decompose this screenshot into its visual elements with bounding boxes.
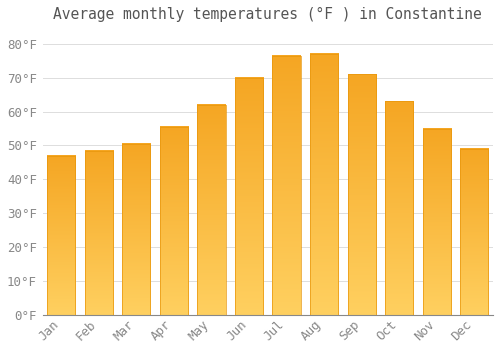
Title: Average monthly temperatures (°F ) in Constantine: Average monthly temperatures (°F ) in Co… [54,7,482,22]
